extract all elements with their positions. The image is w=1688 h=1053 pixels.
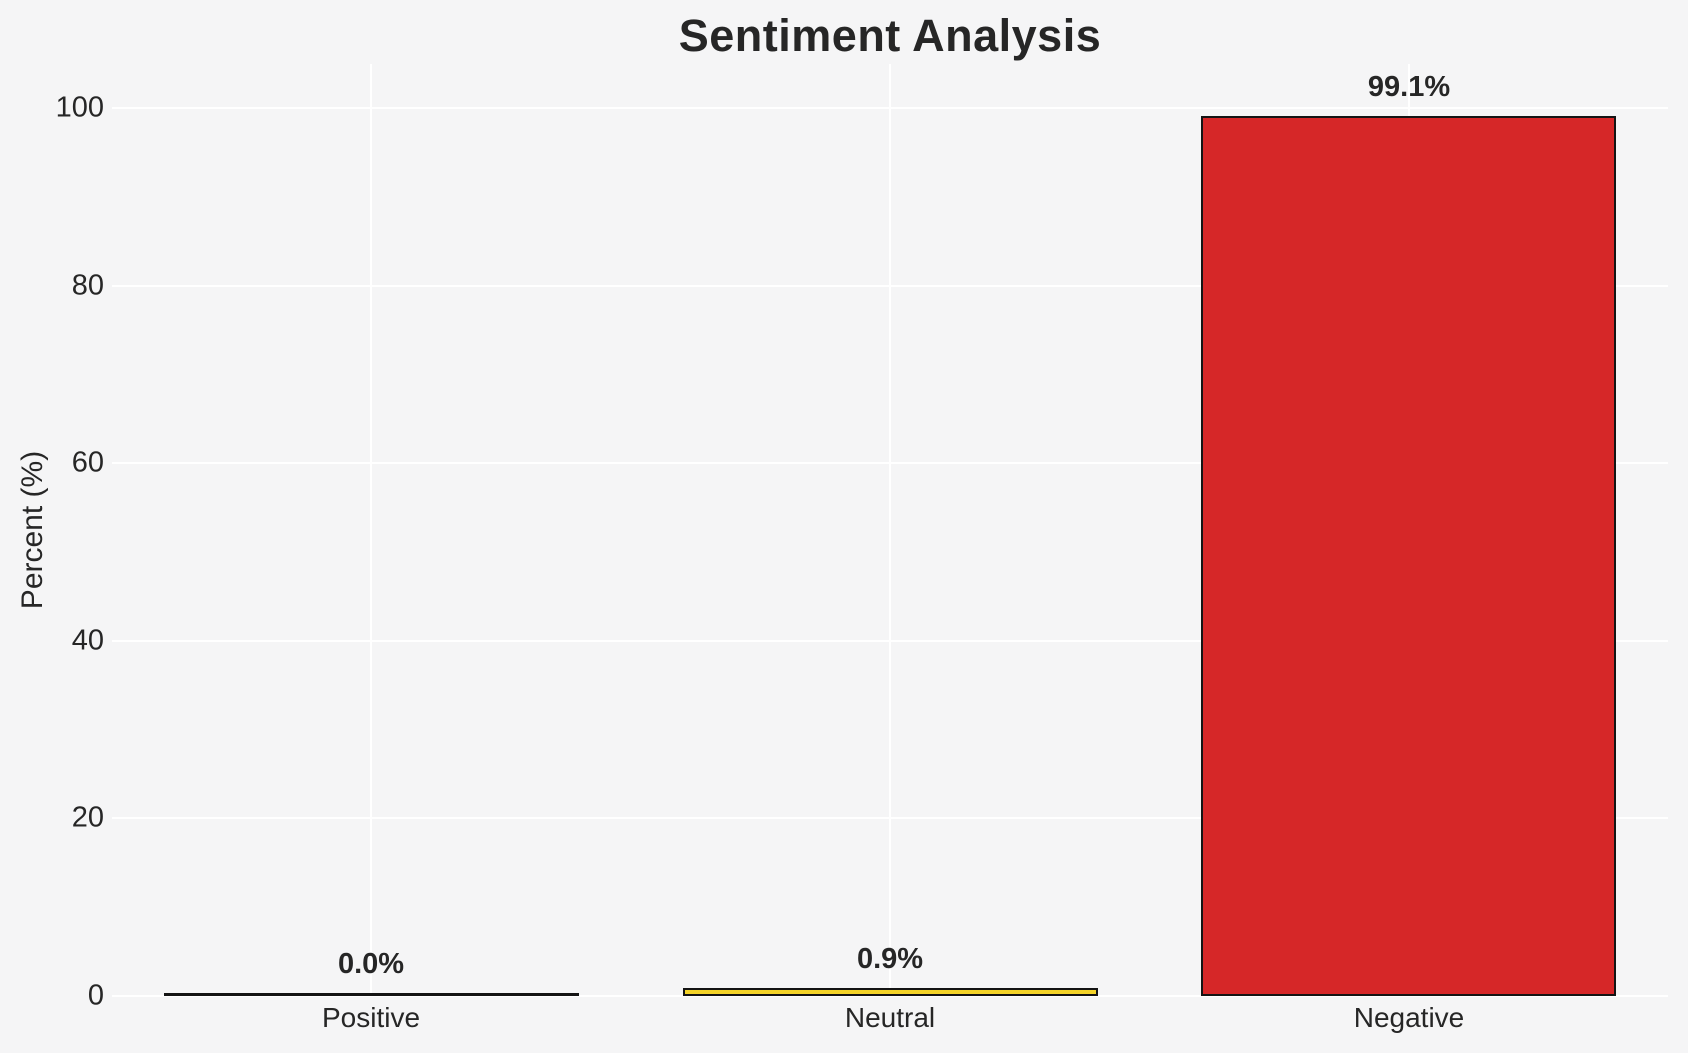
bar-positive [164,993,579,996]
plot-area: 0.0% 0.9% 99.1% [112,64,1668,997]
y-tick-label-80: 80 [71,269,104,302]
bar-neutral [683,988,1098,996]
y-tick-label-0: 0 [87,979,104,1012]
gridline-vertical-neutral [889,64,891,996]
x-tick-label-positive: Positive [321,1002,421,1033]
bar-negative [1201,116,1616,996]
bar-value-label-neutral: 0.9% [856,943,924,975]
bar-value-label-negative: 99.1% [1367,71,1451,103]
y-tick-label-20: 20 [71,801,104,834]
gridline-horizontal-0 [112,995,1668,997]
y-tick-label-40: 40 [71,624,104,657]
bar-value-label-positive: 0.0% [337,948,405,980]
chart-title: Sentiment Analysis [678,10,1102,61]
y-tick-label-60: 60 [71,446,104,479]
x-tick-label-neutral: Neutral [844,1002,936,1033]
gridline-vertical-positive [370,64,372,996]
y-axis-label: Percent (%) [16,450,49,610]
x-tick-label-negative: Negative [1353,1002,1465,1033]
y-tick-label-100: 100 [55,91,104,124]
